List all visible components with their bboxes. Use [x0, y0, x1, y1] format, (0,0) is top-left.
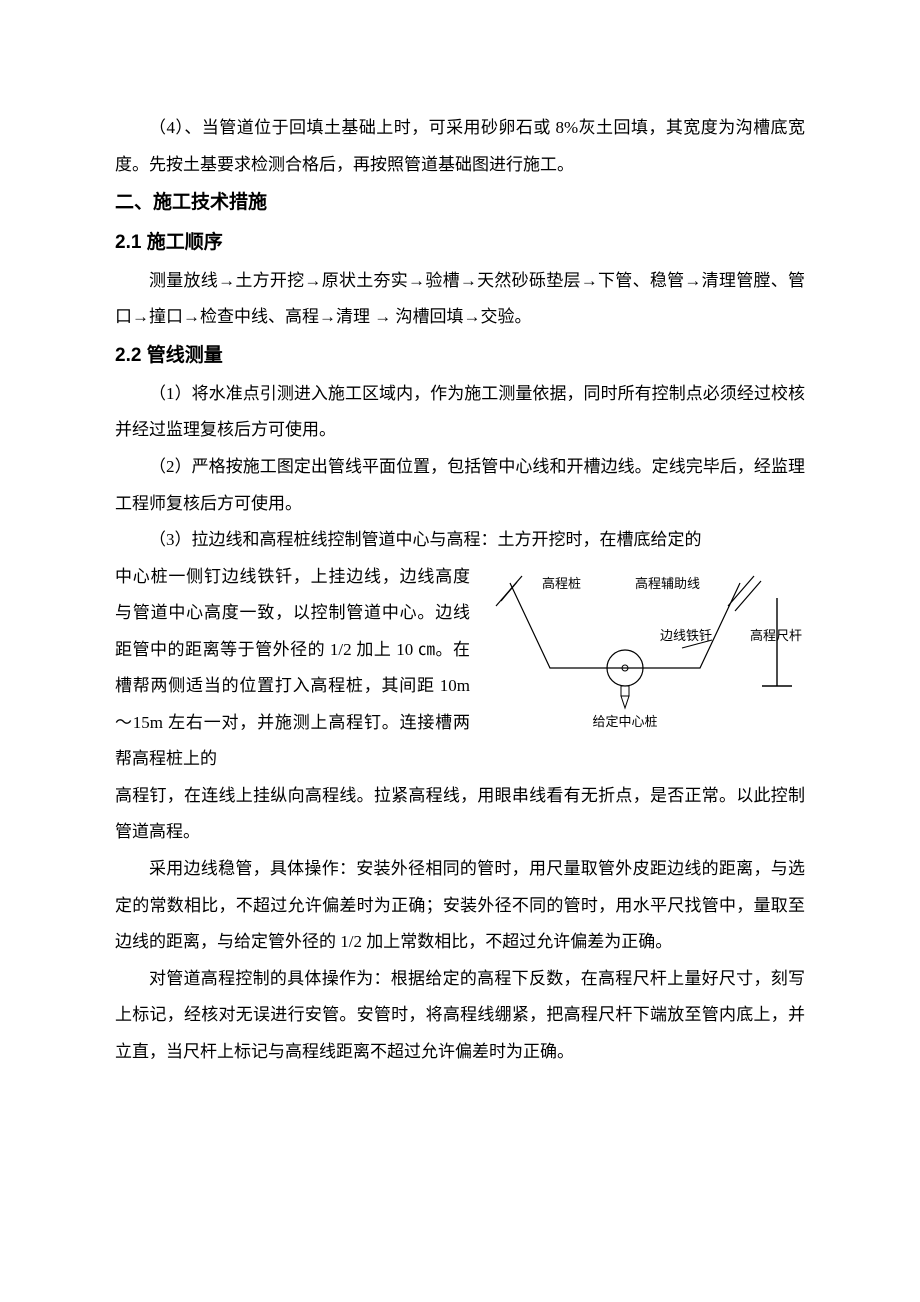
paragraph-intro-4: （4）、当管道位于回填土基础上时，可采用砂卵石或 8%灰土回填，其宽度为沟槽底宽… [115, 110, 805, 183]
center-stake-tip [621, 696, 629, 708]
paragraph-2-2-3-lead: （3）拉边线和高程桩线控制管道中心与高程：土方开挖时，在槽底给定的 [115, 522, 805, 559]
paragraph-2-2-1: （1）将水准点引测进入施工区域内，作为施工测量依据，同时所有控制点必须经过校核并… [115, 376, 805, 449]
trench-outline [510, 583, 740, 668]
paragraph-2-2-3-tail: 高程钉，在连线上挂纵向高程线。拉紧高程线，用眼串线看有无折点，是否正常。以此控制… [115, 778, 805, 851]
heading-2-2: 2.2 管线测量 [115, 336, 805, 376]
document-page: （4）、当管道位于回填土基础上时，可采用砂卵石或 8%灰土回填，其宽度为沟槽底宽… [0, 0, 920, 1302]
paragraph-2-2-2: （2）严格按施工图定出管线平面位置，包括管中心线和开槽边线。定线完毕后，经监理工… [115, 449, 805, 522]
heading-2-1: 2.1 施工顺序 [115, 223, 805, 263]
heading-section-2: 二、施工技术措施 [115, 183, 805, 223]
trench-diagram: 高程桩 高程辅助线 边线铁钎 高程尺杆 给定中心桩 [480, 563, 805, 743]
label-elev-stake: 高程桩 [542, 576, 581, 591]
text-figure-wrap: 高程桩 高程辅助线 边线铁钎 高程尺杆 给定中心桩 中心桩一侧钉边线铁钎，上挂边… [115, 559, 805, 778]
paragraph-2-1-sequence: 测量放线→土方开挖→原状土夯实→验槽→天然砂砾垫层→下管、稳管→清理管膛、管口→… [115, 263, 805, 336]
label-center-stake: 给定中心桩 [592, 714, 657, 729]
right-elev-stake-1 [728, 576, 754, 606]
label-edge-iron: 边线铁钎 [660, 628, 712, 643]
center-stake-head [621, 686, 629, 696]
label-elev-ruler: 高程尺杆 [750, 628, 802, 643]
trench-diagram-svg: 高程桩 高程辅助线 边线铁钎 高程尺杆 给定中心桩 [480, 563, 805, 743]
paragraph-edge-line-method: 采用边线稳管，具体操作：安装外径相同的管时，用尺量取管外皮距边线的距离，与选定的… [115, 851, 805, 961]
paragraph-elevation-control: 对管道高程控制的具体操作为：根据给定的高程下反数，在高程尺杆上量好尺寸，刻写上标… [115, 961, 805, 1071]
label-elev-aux-line: 高程辅助线 [635, 576, 700, 591]
